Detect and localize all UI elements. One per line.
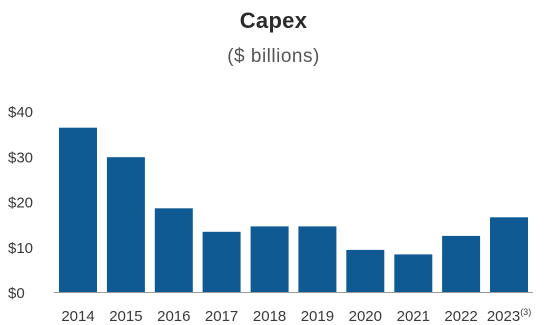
bar-2016 [154, 208, 193, 292]
x-tick-label-2018: 2018 [253, 308, 286, 325]
bar-2018 [250, 226, 289, 292]
x-tick-label-2016: 2016 [157, 308, 190, 325]
y-tick-label: $20 [8, 195, 33, 212]
x-tick-label-2020: 2020 [349, 308, 382, 325]
bar-2023 [490, 217, 528, 292]
bar-2015 [106, 157, 145, 292]
bar-2020 [346, 249, 385, 292]
bar-2014 [59, 127, 97, 292]
y-tick-label: $30 [8, 149, 33, 166]
x-tick-label-2021: 2021 [397, 308, 430, 325]
y-tick-label: $0 [8, 285, 25, 302]
y-tick-label: $40 [8, 104, 33, 121]
bar-2022 [442, 235, 481, 292]
bar-2017 [202, 231, 241, 292]
bar-2021 [394, 254, 433, 292]
x-tick-label-2014: 2014 [61, 308, 94, 325]
footnote-marker: (3) [520, 307, 531, 317]
chart-title: Capex [239, 8, 308, 33]
x-tick-label-2015: 2015 [109, 308, 142, 325]
x-tick-label-2019: 2019 [301, 308, 334, 325]
bar-2019 [298, 226, 337, 292]
y-tick-label: $10 [8, 240, 33, 257]
x-tick-label-2017: 2017 [205, 308, 238, 325]
x-tick-label-2023: 2023(3) [487, 307, 531, 325]
x-tick-label-2022: 2022 [444, 308, 477, 325]
chart-subtitle: ($ billions) [227, 46, 320, 67]
